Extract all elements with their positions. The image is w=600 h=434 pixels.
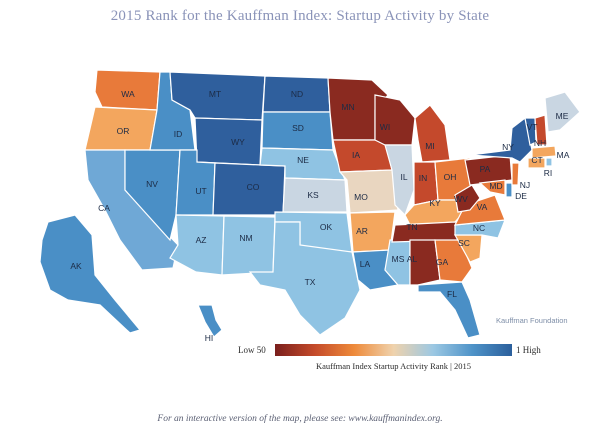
label-WA: WA	[121, 89, 135, 99]
label-LA: LA	[360, 259, 371, 269]
label-GA: GA	[436, 257, 449, 267]
state-TX[interactable]	[248, 221, 361, 336]
label-IN: IN	[419, 173, 428, 183]
label-RI: RI	[544, 168, 553, 178]
state-NY[interactable]	[469, 116, 533, 163]
label-KY: KY	[429, 198, 441, 208]
label-NY: NY	[502, 142, 514, 152]
state-KS[interactable]	[282, 177, 348, 213]
state-AK[interactable]	[39, 214, 142, 334]
label-AK: AK	[70, 261, 82, 271]
state-AZ[interactable]	[169, 214, 225, 276]
legend-high-label: 1 High	[516, 345, 541, 355]
label-AR: AR	[356, 226, 368, 236]
label-WV: WV	[454, 194, 468, 204]
label-DE: DE	[515, 191, 527, 201]
label-NJ: NJ	[520, 180, 530, 190]
label-OR: OR	[117, 126, 130, 136]
state-CT[interactable]	[527, 157, 546, 169]
state-WI[interactable]	[374, 94, 416, 146]
state-MD[interactable]	[478, 179, 506, 196]
label-PA: PA	[480, 164, 491, 174]
label-CO: CO	[247, 182, 260, 192]
credit-text: Kauffman Foundation	[496, 316, 568, 325]
label-NM: NM	[239, 233, 252, 243]
state-HI[interactable]	[197, 304, 223, 338]
label-AL: AL	[407, 254, 418, 264]
label-MO: MO	[354, 192, 368, 202]
label-NC: NC	[473, 223, 485, 233]
label-IL: IL	[400, 172, 407, 182]
label-TX: TX	[305, 277, 316, 287]
label-HI: HI	[205, 333, 214, 343]
label-MS: MS	[392, 254, 405, 264]
label-VA: VA	[477, 202, 488, 212]
label-OH: OH	[444, 172, 457, 182]
label-NE: NE	[297, 155, 309, 165]
state-MO[interactable]	[338, 169, 399, 214]
label-IA: IA	[352, 150, 360, 160]
state-ME[interactable]	[544, 91, 581, 133]
label-MT: MT	[209, 89, 221, 99]
legend-low-label: Low 50	[238, 345, 266, 355]
state-MA[interactable]	[531, 145, 557, 159]
state-WV[interactable]	[454, 184, 481, 213]
label-MI: MI	[425, 141, 434, 151]
state-IA[interactable]	[332, 139, 393, 173]
label-FL: FL	[447, 289, 457, 299]
label-NH: NH	[534, 138, 546, 148]
label-SC: SC	[458, 238, 470, 248]
label-SD: SD	[292, 123, 304, 133]
state-GA[interactable]	[434, 239, 473, 283]
label-AZ: AZ	[196, 235, 207, 245]
state-MI[interactable]	[414, 104, 451, 163]
legend-caption: Kauffman Index Startup Activity Rank | 2…	[316, 361, 471, 371]
state-WY[interactable]	[194, 117, 263, 166]
label-ND: ND	[291, 89, 303, 99]
state-RI[interactable]	[545, 157, 553, 167]
label-ID: ID	[174, 129, 183, 139]
label-MA: MA	[557, 150, 570, 160]
state-DE[interactable]	[505, 182, 513, 198]
label-MD: MD	[489, 181, 502, 191]
label-CA: CA	[98, 203, 110, 213]
state-VT[interactable]	[524, 117, 537, 146]
legend-gradient-bar	[275, 344, 512, 356]
label-ME: ME	[556, 111, 569, 121]
label-WY: WY	[231, 137, 245, 147]
state-NM[interactable]	[221, 215, 276, 276]
label-VT: VT	[527, 122, 538, 132]
map-title: 2015 Rank for the Kauffman Index: Startu…	[110, 8, 490, 24]
state-FL[interactable]	[417, 281, 481, 339]
label-MN: MN	[341, 102, 354, 112]
state-NH[interactable]	[534, 114, 548, 146]
state-AL[interactable]	[409, 239, 441, 286]
label-WI: WI	[380, 122, 390, 132]
label-OK: OK	[320, 222, 333, 232]
label-NV: NV	[146, 179, 158, 189]
label-KS: KS	[307, 190, 319, 200]
footer-note: For an interactive version of the map, p…	[157, 414, 443, 424]
state-VA[interactable]	[453, 194, 506, 226]
label-TN: TN	[406, 222, 417, 232]
state-NJ[interactable]	[511, 162, 520, 186]
label-UT: UT	[195, 186, 206, 196]
label-CT: CT	[531, 155, 542, 165]
